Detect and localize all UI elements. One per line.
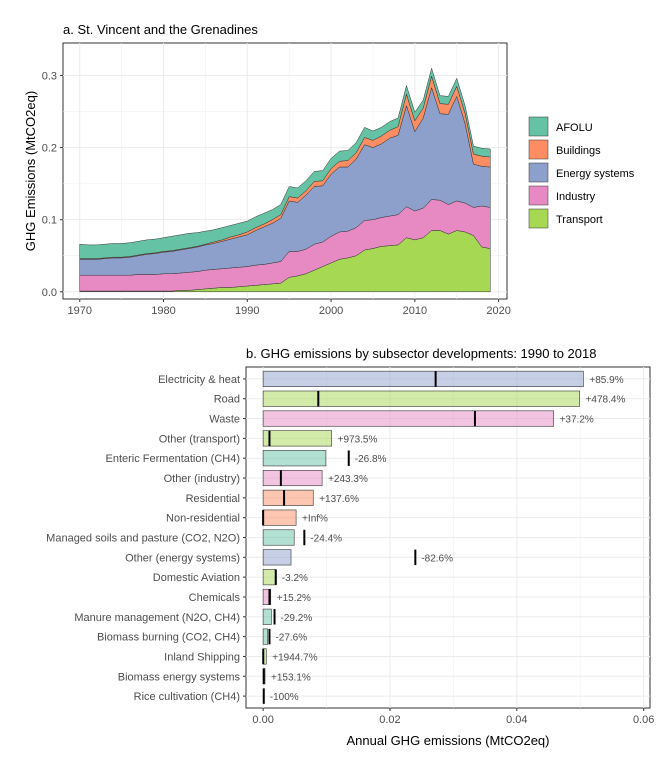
panel-a-legend: AFOLU Buildings Energy systems Industry Tran… (528, 116, 635, 229)
panel-b-title: b. GHG emissions by subsector developmen… (246, 346, 596, 361)
percent-change-label: +37.2% (560, 415, 594, 426)
legend-swatch (528, 139, 549, 160)
category-label: Biomass burning (CO2, CH4) (97, 632, 240, 644)
panel-b-bars (262, 370, 584, 685)
panel-b-x-axis-title: Annual GHG emissions (MtCO2eq) (346, 733, 549, 748)
bar-2018 (262, 588, 272, 606)
percent-change-label: +478.4% (586, 395, 626, 406)
legend-swatch (528, 185, 549, 206)
y-tick-label: 0.2 (42, 143, 57, 155)
area-afolu (79, 67, 491, 259)
y-tick-label: 0.3 (42, 70, 57, 82)
percent-change-label: +1944.7% (272, 652, 317, 663)
category-label: Other (transport) (159, 433, 240, 445)
percent-change-label: +973.5% (338, 434, 378, 445)
category-label: Managed soils and pasture (CO2, N2O) (46, 533, 240, 545)
category-label: Manure management (N2O, CH4) (74, 612, 240, 624)
bar-2018 (262, 390, 580, 407)
category-label: Other (energy systems) (125, 552, 240, 564)
bar-2018 (262, 370, 584, 387)
category-label: Electricity & heat (158, 374, 240, 386)
bar-2018 (262, 608, 272, 625)
percent-change-label: +243.3% (328, 474, 368, 485)
x-tick-label: 2010 (403, 305, 427, 317)
percent-change-label: -24.4% (310, 534, 342, 545)
x-tick-label: 0.06 (633, 714, 654, 726)
percent-change-label: +Inf% (302, 514, 328, 525)
bar-2018 (262, 410, 554, 427)
percent-change-label: -100% (270, 692, 299, 703)
x-tick-label: 1970 (68, 305, 92, 317)
panel-b-category-labels: Electricity & heat Road Waste Other (transp… (46, 374, 246, 703)
panel-a-y-ticks: 0.0 0.1 0.2 0.3 (42, 70, 63, 299)
bar-2018 (262, 469, 323, 487)
category-label: Rice cultivation (CH4) (134, 691, 240, 703)
percent-change-label: -29.2% (281, 613, 313, 624)
category-label: Domestic Aviation (153, 572, 240, 584)
percent-change-label: -82.6% (421, 553, 453, 564)
y-tick-label: 0.1 (42, 215, 57, 227)
x-tick-label: 1980 (151, 305, 175, 317)
legend-label: Industry (556, 191, 596, 203)
x-tick-label: 1990 (235, 305, 259, 317)
panel-b: b. GHG emissions by subsector developmen… (46, 346, 654, 748)
percent-change-label: +15.2% (277, 593, 311, 604)
bar-2018 (262, 628, 268, 645)
x-tick-label: 2000 (319, 305, 343, 317)
legend-swatch (528, 116, 549, 137)
percent-change-label: -3.2% (282, 573, 308, 584)
panel-a-y-axis-title: GHG Emissions (MtCO2eq) (23, 91, 38, 251)
panel-a-x-ticks: 1970 1980 1990 2000 2010 2020 (68, 299, 511, 317)
percent-change-label: +137.6% (319, 494, 359, 505)
legend-label: Buildings (556, 145, 601, 157)
bar-2018 (262, 450, 327, 467)
percent-change-label: -26.8% (355, 454, 387, 465)
x-tick-label: 0.02 (379, 714, 400, 726)
category-label: Waste (209, 414, 240, 426)
category-label: Enteric Fermentation (CH4) (106, 453, 241, 465)
bar-2018 (262, 489, 314, 506)
category-label: Chemicals (189, 592, 241, 604)
bar-2018 (262, 569, 276, 586)
y-tick-label: 0.0 (42, 287, 57, 299)
legend-swatch (528, 208, 549, 229)
bar-2018 (262, 430, 332, 447)
category-label: Other (industry) (164, 473, 240, 485)
category-label: Residential (186, 493, 240, 505)
percent-change-label: +153.1% (271, 672, 311, 683)
category-label: Road (214, 394, 240, 406)
panel-b-1990-markers (262, 371, 476, 704)
legend-label: AFOLU (556, 122, 593, 134)
panel-b-x-ticks: 0.00 0.02 0.04 0.06 (252, 708, 654, 726)
percent-change-label: -27.6% (275, 633, 307, 644)
bar-2018 (262, 529, 295, 546)
legend-swatch (528, 162, 549, 183)
bar-2018 (262, 549, 292, 566)
legend-label: Transport (556, 214, 603, 226)
x-tick-label: 0.00 (252, 714, 273, 726)
panel-b-percent-labels: +85.9% +478.4% +37.2% +973.5% -26.8% +243.3% +… (270, 375, 626, 703)
x-tick-label: 0.04 (506, 714, 527, 726)
panel-a: a. St. Vincent and the Grenadines 1970 19… (23, 22, 635, 317)
legend-label: Energy systems (556, 168, 635, 180)
category-label: Inland Shipping (164, 651, 240, 663)
percent-change-label: +85.9% (589, 375, 623, 386)
category-label: Biomass energy systems (118, 671, 241, 683)
x-tick-label: 2020 (486, 305, 510, 317)
panel-a-title: a. St. Vincent and the Grenadines (63, 22, 258, 37)
bar-2018 (262, 509, 297, 526)
category-label: Non-residential (166, 513, 240, 525)
panel-a-stacked-areas (79, 67, 491, 293)
